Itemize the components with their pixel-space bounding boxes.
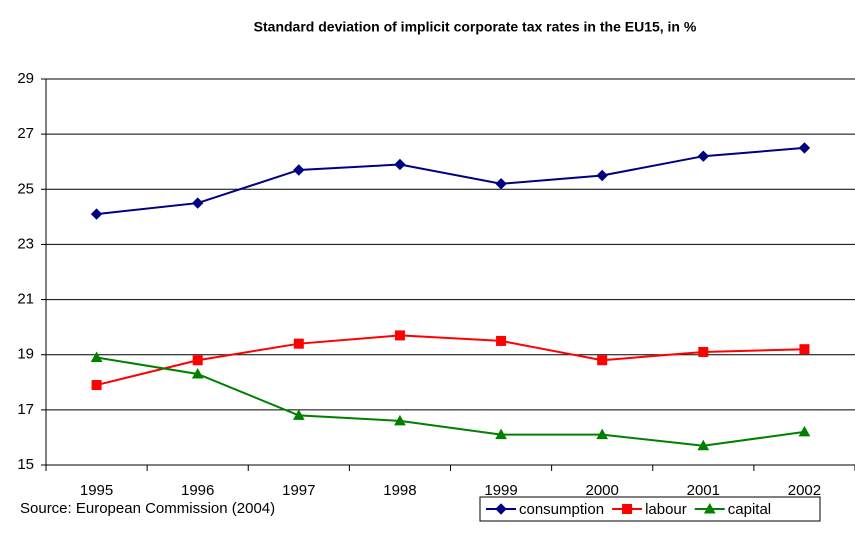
data-point: [91, 380, 102, 391]
x-tick-label: 1998: [383, 482, 416, 499]
legend-label: labour: [645, 501, 687, 518]
legend-marker: [622, 504, 633, 514]
data-point: [798, 142, 811, 154]
series-line: [96, 146, 805, 216]
data-point: [90, 208, 103, 220]
chart-title: Standard deviation of implicit corporate…: [254, 19, 697, 35]
data-point: [495, 178, 507, 190]
y-tick-label: 25: [17, 180, 34, 197]
data-point: [697, 439, 710, 451]
x-tick-label: 2001: [687, 482, 720, 499]
x-tick-label: 1995: [80, 482, 113, 499]
data-point: [798, 425, 811, 437]
series-line: [96, 356, 805, 447]
data-point: [293, 338, 304, 349]
data-point: [394, 414, 406, 426]
source-note: Source: European Commission (2004): [20, 500, 275, 517]
x-tick-label: 1997: [282, 482, 315, 499]
y-tick-label: 27: [17, 125, 34, 142]
data-point: [191, 367, 204, 379]
legend-marker: [703, 502, 716, 514]
x-tick-label: 2002: [788, 482, 821, 499]
data-point: [799, 344, 810, 355]
data-point: [192, 355, 203, 366]
x-tick-label: 1996: [181, 482, 214, 499]
data-point: [394, 330, 405, 341]
data-point: [191, 197, 204, 209]
legend-box: [479, 496, 821, 522]
legend: consumption labour capital: [479, 496, 821, 522]
x-tick-label: 2000: [586, 482, 619, 499]
data-point: [596, 428, 609, 440]
y-tick-label: 19: [17, 346, 34, 363]
data-point: [596, 169, 608, 182]
data-point: [293, 164, 305, 176]
data-point: [495, 428, 507, 440]
x-tick-label: 1999: [484, 482, 517, 499]
data-point: [394, 158, 406, 171]
y-tick-label: 15: [17, 456, 34, 473]
data-point: [90, 351, 103, 362]
data-point: [697, 150, 710, 162]
legend-marker: [495, 503, 507, 515]
series-line: [96, 334, 805, 387]
legend-label: capital: [728, 501, 771, 518]
y-tick-label: 21: [17, 291, 34, 308]
y-tick-label: 29: [17, 70, 34, 87]
data-point: [496, 335, 507, 346]
data-point: [292, 409, 305, 420]
y-tick-label: 17: [17, 401, 34, 418]
data-point: [597, 355, 608, 366]
legend-label: consumption: [519, 501, 604, 518]
y-tick-label: 23: [17, 235, 34, 252]
data-point: [698, 346, 709, 357]
